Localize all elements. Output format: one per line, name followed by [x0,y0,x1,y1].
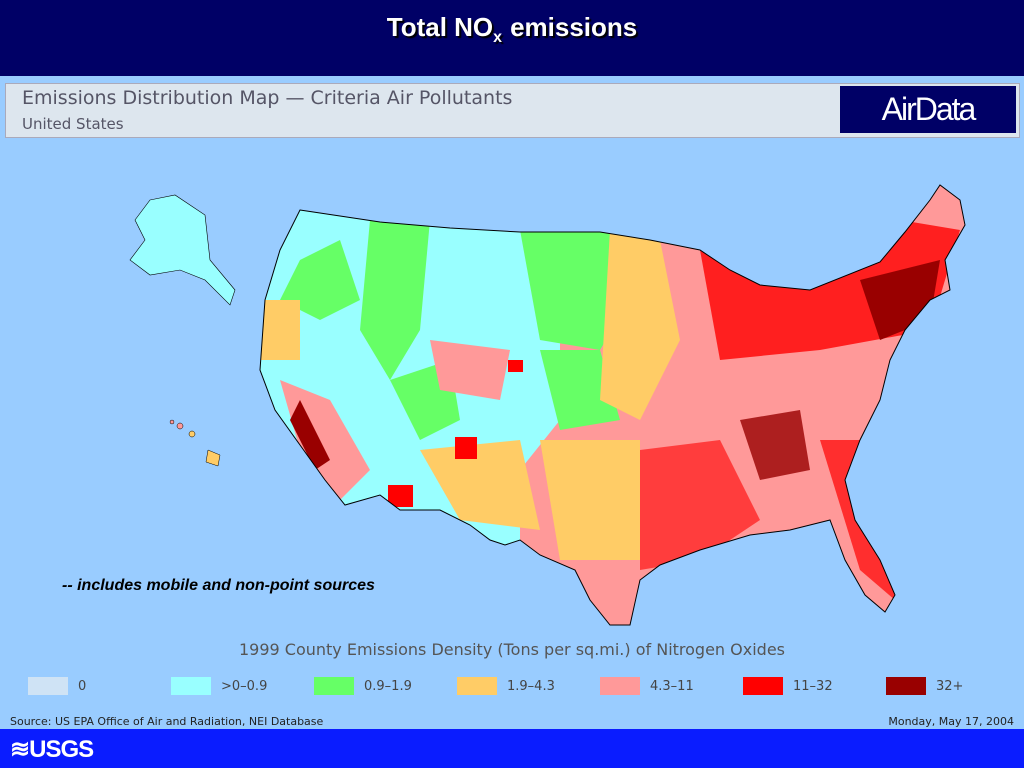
note: -- includes mobile and non-point sources [62,577,375,594]
title-suffix: emissions [510,12,638,42]
legend-swatch [743,677,783,695]
logo: AirData [840,86,1016,133]
alaska [129,194,236,306]
legend-label: 1.9–4.3 [507,679,555,694]
brand: ≋USGS [10,736,94,763]
banner-subheading: United States [22,115,124,133]
legend-label: 4.3–11 [650,679,694,694]
legend-swatch [171,677,211,695]
legend-label: >0–0.9 [221,679,268,694]
legend-label: 11–32 [793,679,833,694]
map [129,184,966,626]
footer-bar: ≋USGS [0,729,1024,768]
legend-label: 0.9–1.9 [364,679,412,694]
legend-label: 32+ [936,679,964,694]
title-subscript: x [493,29,503,47]
legend-swatch [314,677,354,695]
legend-swatch [457,677,497,695]
header-bar [0,0,1024,76]
legend-swatch [28,677,68,695]
us-outline [259,184,966,626]
banner: Emissions Distribution Map — Criteria Ai… [5,83,1020,138]
date: Monday, May 17, 2004 [888,715,1014,728]
legend-swatch [600,677,640,695]
legend-title: 1999 County Emissions Density (Tons per … [238,640,785,659]
title: Total NOx emissions [0,12,1024,47]
source: Source: US EPA Office of Air and Radiati… [10,715,324,728]
legend-swatch [886,677,926,695]
title-text: Total NO [386,12,494,42]
banner-heading: Emissions Distribution Map — Criteria Ai… [22,87,513,109]
hawaii [169,419,221,467]
conus [260,185,965,625]
legend-label: 0 [78,679,87,694]
